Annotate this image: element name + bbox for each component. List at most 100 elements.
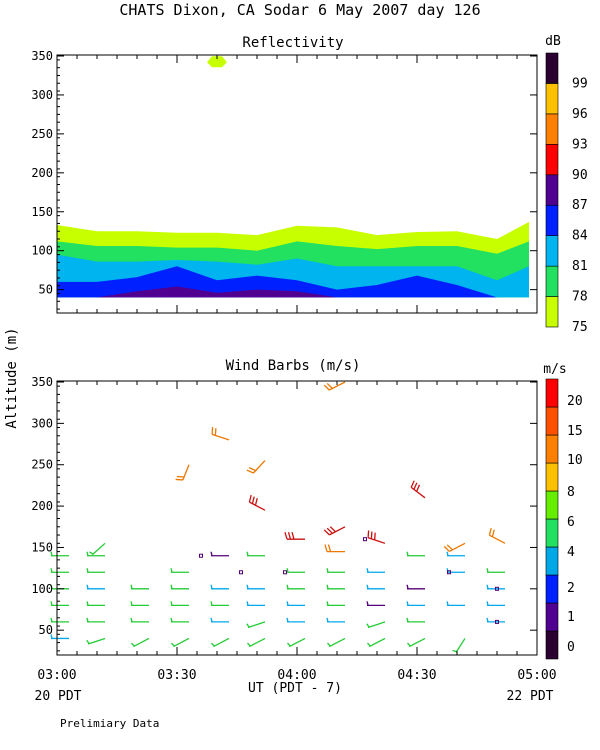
wind-barb-shaft — [211, 433, 230, 441]
reflectivity-ytick-label: 300 — [31, 88, 53, 102]
reflectivity-colorbar-label: 75 — [572, 320, 588, 335]
wind-barb-flag — [284, 532, 288, 540]
wind-colorbar-swatch — [545, 406, 559, 436]
reflectivity-colorbar-swatch — [545, 83, 559, 115]
wind-barb-halfflag — [286, 584, 289, 589]
wind-barb-halfflag — [366, 568, 369, 573]
wind-barb — [326, 584, 345, 590]
wind-ytick-label: 300 — [31, 416, 53, 430]
reflectivity-ytick-label: 250 — [31, 127, 53, 141]
wind-barb — [406, 584, 425, 590]
calm-marker — [283, 570, 287, 575]
reflectivity-ytick-label: 100 — [31, 244, 53, 258]
wind-barb-halfflag — [86, 584, 89, 589]
wind-barb-shaft — [133, 637, 150, 648]
wind-barb-flag — [491, 529, 495, 537]
wind-barb-halfflag — [210, 601, 213, 606]
calm-marker — [239, 570, 243, 575]
wind-ytick-label: 200 — [31, 499, 53, 513]
reflectivity-plot — [57, 56, 529, 298]
wind-colorbar-label: 20 — [567, 394, 583, 409]
wind-ytick-label: 50 — [39, 623, 53, 637]
wind-barb-halfflag — [86, 551, 89, 556]
reflectivity-colorbar-label: 84 — [572, 229, 588, 244]
wind-barb — [326, 637, 346, 648]
wind-barb-flag — [175, 478, 183, 481]
wind-barb-shaft — [91, 542, 106, 556]
wind-barb — [286, 568, 305, 573]
wind-barb-halfflag — [170, 584, 173, 589]
wind-barb — [86, 637, 106, 645]
wind-barb-flag — [443, 545, 450, 552]
wind-barb-flag — [211, 427, 214, 435]
wind-barb — [366, 568, 385, 573]
wind-barb-halfflag — [86, 639, 90, 645]
wind-barb — [130, 637, 150, 648]
reflectivity-ytick-label: 200 — [31, 166, 53, 180]
wind-barb-shaft — [247, 621, 266, 629]
wind-barb-shaft — [249, 501, 266, 511]
reflectivity-colorbar-label: 99 — [572, 76, 588, 91]
wind-barb — [286, 617, 305, 623]
wind-barb-shaft — [289, 637, 306, 648]
wind-barb — [488, 527, 506, 544]
wind-barb — [284, 532, 305, 540]
x-tick-label: 04:30 — [397, 668, 436, 683]
wind-barb-flag — [291, 532, 295, 540]
wind-barb — [50, 551, 69, 557]
wind-barb — [323, 526, 346, 536]
wind-barb — [406, 601, 425, 607]
x-tick-label: 04:00 — [277, 668, 316, 683]
wind-colorbar-swatch — [545, 630, 559, 660]
x-tick-label: 03:30 — [157, 668, 196, 683]
wind-barb-halfflag — [286, 568, 289, 573]
calm-marker — [495, 586, 499, 591]
reflectivity-colorbar-swatch — [545, 204, 559, 236]
wind-barb-halfflag — [170, 617, 173, 623]
reflectivity-colorbar-swatch — [545, 296, 559, 328]
wind-barb-halfflag — [130, 584, 133, 589]
wind-barb-halfflag — [50, 634, 53, 639]
wind-barb-flag — [415, 484, 421, 492]
x-axis-label: UT (PDT - 7) — [248, 681, 342, 696]
wind-barb-halfflag — [210, 584, 213, 589]
wind-barb — [210, 601, 229, 607]
wind-barb — [366, 601, 385, 607]
wind-barb-halfflag — [486, 584, 489, 589]
wind-ytick-label: 350 — [31, 375, 53, 389]
wind-barb-halfflag — [486, 617, 489, 623]
wind-colorbar-swatch — [545, 602, 559, 632]
wind-barb — [246, 637, 266, 648]
wind-barb-halfflag — [89, 551, 94, 555]
wind-colorbar-label: 10 — [567, 453, 583, 468]
wind-barb-flag — [246, 469, 254, 474]
wind-barb-halfflag — [446, 601, 449, 606]
wind-barb-shaft — [173, 637, 190, 648]
reflectivity-title: Reflectivity — [242, 35, 343, 51]
wind-colorbar-label: 0 — [567, 640, 575, 655]
wind-barb — [210, 584, 229, 590]
wind-barb — [86, 617, 105, 623]
wind-barb-halfflag — [170, 601, 173, 606]
wind-barb — [366, 637, 386, 648]
wind-barb-flag — [326, 382, 333, 389]
wind-barb-flag — [329, 526, 336, 533]
wind-barb-flag — [176, 475, 185, 478]
wind-barb-halfflag — [170, 568, 173, 573]
wind-barb-halfflag — [210, 617, 213, 623]
wind-barb — [130, 617, 149, 623]
wind-frame — [56, 380, 538, 656]
wind-barb-shaft — [489, 534, 506, 544]
reflectivity-colorbar-label: 93 — [572, 137, 588, 152]
wind-barb — [89, 542, 106, 556]
wind-colorbar-swatch — [545, 518, 559, 548]
wind-barb-shaft — [252, 460, 266, 474]
reflectivity-contour-87 — [57, 286, 529, 298]
wind-barb — [443, 542, 466, 552]
wind-barb-halfflag — [246, 642, 251, 647]
reflectivity-colorbar: 75 78 81 84 87 90 93 96 99 — [545, 52, 588, 335]
reflectivity-ytick-label: 50 — [39, 283, 53, 297]
wind-barb — [486, 601, 505, 607]
wind-barb — [86, 601, 105, 607]
wind-barb — [246, 601, 265, 607]
